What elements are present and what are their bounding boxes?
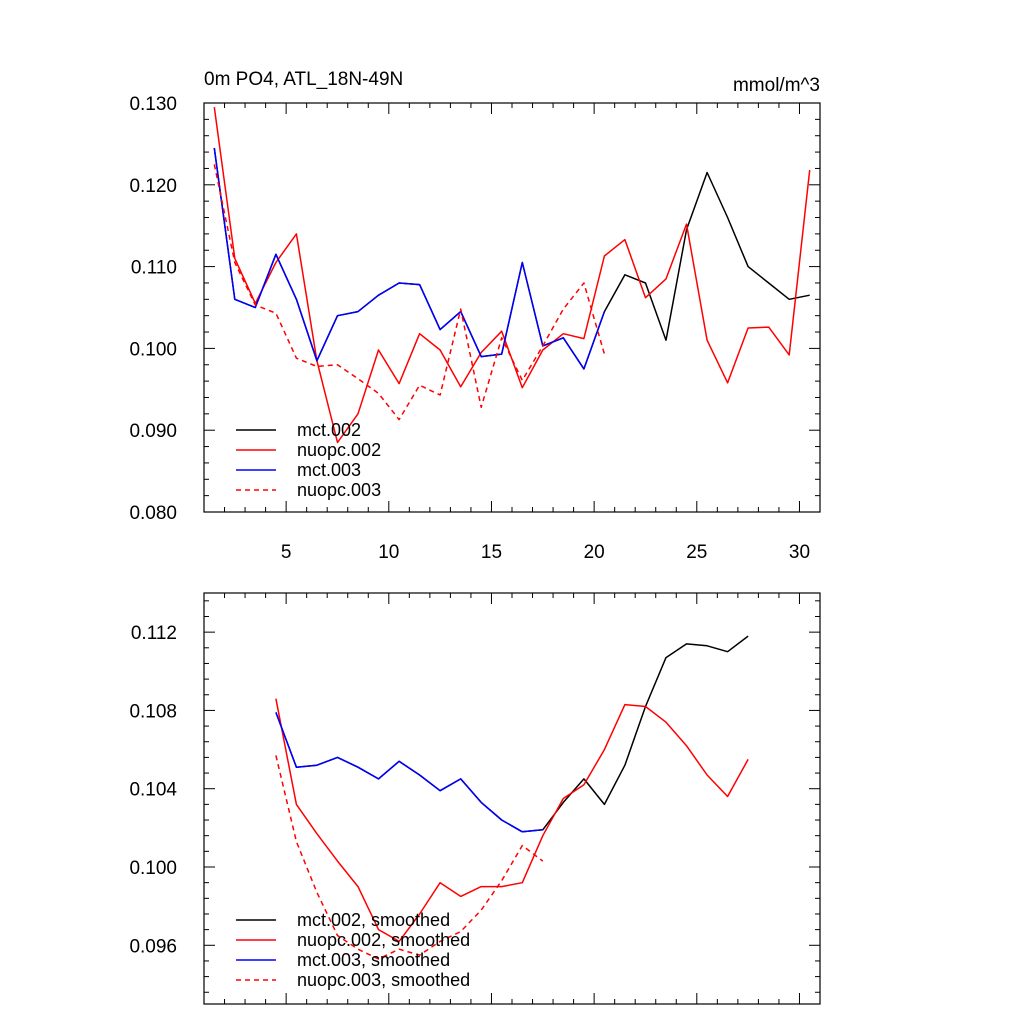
top-panel: 5 10 15 20 25 30 0.080 0.090 0.100 0.110 0.120 0.13… (129, 69, 821, 563)
series-line-nuopc-003 (213, 164, 606, 421)
series-line-mct-002 (213, 147, 810, 370)
y-tick-label: 0.090 (129, 421, 177, 442)
series-line-nuopc-003-smoothed (275, 755, 544, 960)
y-tick-label: 0.120 (129, 176, 177, 197)
legend-label: nuopc.002 (297, 440, 381, 460)
legend-label: mct.003, smoothed (297, 950, 450, 970)
x-tick-label: 15 (481, 542, 502, 563)
legend-label: nuopc.002, smoothed (297, 930, 470, 950)
chart-title: 0m PO4, ATL_18N-49N (204, 69, 403, 90)
legend-label: nuopc.003 (297, 480, 381, 500)
legend-label: mct.003 (297, 460, 361, 480)
x-tick-label: 20 (584, 542, 605, 563)
y-tick-label: 0.112 (131, 623, 177, 644)
bottom-panel: 0.096 0.100 0.104 0.108 0.112 mct.002, smooth… (129, 592, 821, 1005)
series-line-nuopc-002-smoothed (275, 698, 749, 943)
series-line-mct-003-smoothed (275, 712, 543, 833)
series-line-nuopc-002 (213, 106, 811, 444)
y-tick-label: 0.108 (129, 701, 177, 722)
series-line-mct-003 (213, 147, 606, 370)
y-tick-label: 0.096 (129, 936, 177, 957)
y-tick-label: 0.100 (129, 858, 177, 879)
x-tick-label: 10 (378, 542, 399, 563)
y-tick-label: 0.100 (129, 339, 177, 360)
x-tick-label: 30 (789, 542, 810, 563)
series-line-mct-002-smoothed (275, 635, 749, 833)
y-tick-label: 0.104 (129, 780, 177, 801)
x-tick-label: 5 (281, 542, 292, 563)
x-tick-label: 25 (686, 542, 707, 563)
legend-label: mct.002, smoothed (297, 910, 450, 930)
y-tick-label: 0.130 (129, 94, 177, 115)
units-label: mmol/m^3 (733, 75, 820, 96)
legend-label: nuopc.003, smoothed (297, 970, 470, 990)
y-tick-label: 0.080 (129, 503, 177, 524)
legend-label: mct.002 (297, 420, 361, 440)
y-tick-label: 0.110 (131, 258, 177, 279)
